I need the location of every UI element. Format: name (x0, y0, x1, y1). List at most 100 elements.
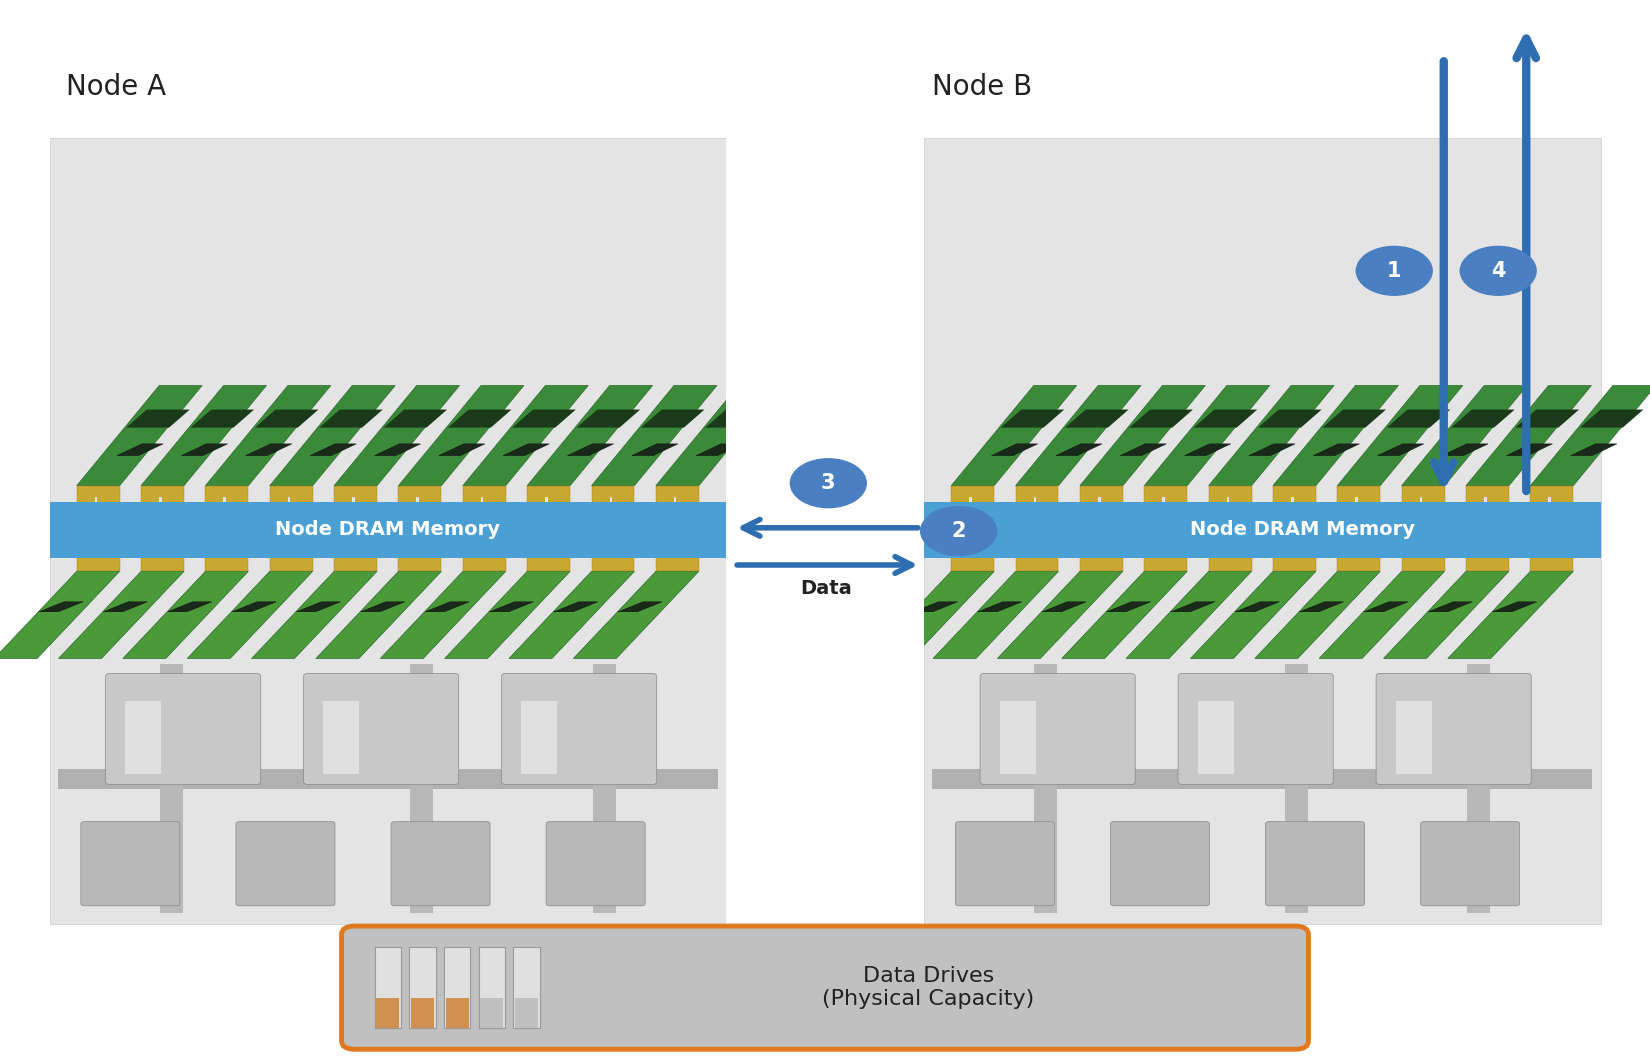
Polygon shape (1323, 410, 1386, 428)
Polygon shape (1190, 571, 1317, 658)
Polygon shape (76, 485, 119, 508)
Polygon shape (640, 410, 705, 428)
Bar (446, 998, 469, 1028)
FancyBboxPatch shape (955, 822, 1054, 906)
Bar (411, 998, 434, 1028)
Bar (1285, 664, 1307, 913)
Bar (375, 947, 401, 1028)
Polygon shape (1506, 444, 1553, 456)
Polygon shape (950, 552, 993, 571)
Polygon shape (361, 602, 404, 612)
Polygon shape (1336, 485, 1381, 508)
Polygon shape (1465, 485, 1508, 508)
Polygon shape (1016, 552, 1059, 571)
Bar (1035, 664, 1058, 913)
Polygon shape (462, 552, 505, 571)
Polygon shape (140, 485, 183, 508)
Circle shape (921, 507, 997, 555)
Polygon shape (576, 410, 640, 428)
FancyBboxPatch shape (1421, 822, 1520, 906)
Polygon shape (444, 571, 571, 658)
Circle shape (1460, 246, 1536, 295)
Polygon shape (490, 602, 533, 612)
Circle shape (790, 459, 866, 508)
FancyBboxPatch shape (391, 822, 490, 906)
FancyBboxPatch shape (1266, 822, 1365, 906)
Text: Node DRAM Memory: Node DRAM Memory (276, 520, 500, 539)
Polygon shape (950, 485, 993, 508)
Polygon shape (1079, 386, 1204, 485)
Bar (1000, 701, 1036, 774)
FancyBboxPatch shape (502, 673, 657, 785)
Polygon shape (140, 386, 266, 485)
Polygon shape (426, 602, 469, 612)
Bar (1355, 497, 1358, 508)
Polygon shape (76, 386, 201, 485)
Bar (924, 502, 1600, 558)
Polygon shape (333, 552, 376, 571)
Polygon shape (1386, 410, 1450, 428)
Bar (1396, 701, 1432, 774)
Bar (1162, 497, 1165, 508)
Polygon shape (254, 410, 318, 428)
Polygon shape (934, 571, 1059, 658)
Polygon shape (383, 410, 447, 428)
Polygon shape (1383, 571, 1508, 658)
Polygon shape (1401, 386, 1528, 485)
Bar (1290, 497, 1294, 508)
Bar (515, 998, 538, 1028)
Polygon shape (1145, 485, 1186, 508)
Polygon shape (1208, 485, 1251, 508)
Polygon shape (1300, 602, 1343, 612)
Polygon shape (914, 602, 957, 612)
Text: Data: Data (800, 579, 851, 598)
Polygon shape (398, 485, 441, 508)
Polygon shape (315, 571, 441, 658)
Bar (1467, 664, 1490, 913)
Polygon shape (297, 602, 340, 612)
Polygon shape (1531, 552, 1574, 571)
Polygon shape (1185, 444, 1231, 456)
Polygon shape (462, 386, 589, 485)
Polygon shape (978, 602, 1021, 612)
Circle shape (1356, 246, 1432, 295)
Polygon shape (1465, 386, 1591, 485)
Bar (592, 664, 615, 913)
FancyBboxPatch shape (304, 673, 459, 785)
Polygon shape (251, 571, 376, 658)
Bar (521, 701, 558, 774)
Polygon shape (1195, 410, 1257, 428)
Bar (160, 664, 183, 913)
Polygon shape (1043, 602, 1086, 612)
Bar (50, 138, 726, 924)
Polygon shape (1208, 386, 1335, 485)
FancyBboxPatch shape (1178, 673, 1333, 785)
Polygon shape (122, 571, 248, 658)
Polygon shape (269, 386, 394, 485)
Polygon shape (310, 444, 356, 456)
Text: Node B: Node B (932, 73, 1033, 101)
Polygon shape (1066, 410, 1129, 428)
Polygon shape (1442, 444, 1488, 456)
FancyBboxPatch shape (106, 673, 261, 785)
Polygon shape (447, 410, 512, 428)
Polygon shape (40, 602, 82, 612)
Polygon shape (997, 571, 1122, 658)
Bar (932, 769, 1592, 789)
Polygon shape (655, 485, 698, 508)
Polygon shape (1429, 602, 1472, 612)
Bar (50, 502, 726, 558)
Polygon shape (1401, 485, 1444, 508)
Polygon shape (1079, 485, 1122, 508)
Polygon shape (1336, 552, 1381, 571)
Polygon shape (1515, 410, 1579, 428)
Bar (969, 497, 972, 508)
Polygon shape (269, 552, 312, 571)
Polygon shape (1107, 602, 1150, 612)
Bar (478, 947, 505, 1028)
Bar (1033, 497, 1036, 508)
Polygon shape (205, 485, 248, 508)
Text: 2: 2 (952, 521, 965, 541)
Polygon shape (1236, 602, 1279, 612)
Polygon shape (1401, 552, 1444, 571)
